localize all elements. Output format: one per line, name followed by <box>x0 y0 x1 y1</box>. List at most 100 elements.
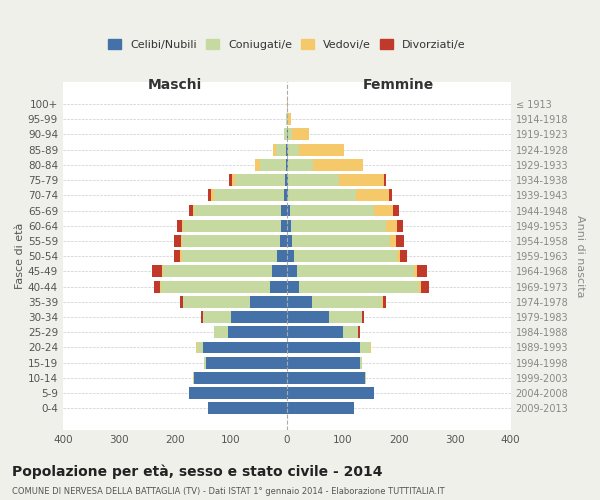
Bar <box>284 128 287 140</box>
Bar <box>182 250 277 262</box>
Bar <box>214 326 228 338</box>
Bar <box>289 190 356 201</box>
Bar <box>270 280 287 292</box>
Bar <box>152 266 162 278</box>
Bar <box>292 128 309 140</box>
Bar <box>203 342 287 353</box>
Bar <box>289 174 339 186</box>
Bar <box>162 266 163 278</box>
Bar <box>287 128 288 140</box>
Bar <box>194 204 281 216</box>
Bar <box>231 311 287 323</box>
Bar <box>208 190 211 201</box>
Bar <box>260 159 286 171</box>
Bar <box>196 342 197 353</box>
Bar <box>275 144 286 156</box>
Bar <box>286 144 287 156</box>
Bar <box>287 190 289 201</box>
Bar <box>277 250 287 262</box>
Bar <box>280 235 287 247</box>
Bar <box>181 235 182 247</box>
Bar <box>287 250 293 262</box>
Bar <box>281 220 287 232</box>
Bar <box>359 357 362 368</box>
Bar <box>163 266 272 278</box>
Bar <box>396 235 404 247</box>
Bar <box>176 220 182 232</box>
Bar <box>232 174 235 186</box>
Bar <box>356 190 389 201</box>
Bar <box>189 387 287 399</box>
Bar <box>287 387 374 399</box>
Bar <box>288 113 291 125</box>
Bar <box>286 159 287 171</box>
Bar <box>287 235 292 247</box>
Bar <box>181 296 183 308</box>
Bar <box>208 402 287 414</box>
Bar <box>287 144 288 156</box>
Bar <box>313 159 364 171</box>
Text: COMUNE DI NERVESA DELLA BATTAGLIA (TV) - Dati ISTAT 1° gennaio 2014 - Elaborazio: COMUNE DI NERVESA DELLA BATTAGLIA (TV) -… <box>12 487 445 496</box>
Bar <box>287 372 365 384</box>
Bar <box>287 402 354 414</box>
Bar <box>329 311 362 323</box>
Bar <box>197 342 203 353</box>
Bar <box>287 266 297 278</box>
Bar <box>299 280 419 292</box>
Bar <box>374 204 393 216</box>
Bar <box>417 266 427 278</box>
Bar <box>362 311 364 323</box>
Bar <box>299 144 344 156</box>
Bar <box>287 98 288 110</box>
Bar <box>281 204 287 216</box>
Bar <box>287 174 289 186</box>
Bar <box>291 220 386 232</box>
Bar <box>182 235 280 247</box>
Bar <box>393 204 399 216</box>
Bar <box>288 159 313 171</box>
Bar <box>312 296 382 308</box>
Y-axis label: Anni di nascita: Anni di nascita <box>575 215 585 298</box>
Bar <box>287 357 359 368</box>
Bar <box>284 190 287 201</box>
Bar <box>250 296 287 308</box>
Bar <box>161 280 270 292</box>
Legend: Celibi/Nubili, Coniugati/e, Vedovi/e, Divorziati/e: Celibi/Nubili, Coniugati/e, Vedovi/e, Di… <box>104 36 469 53</box>
Bar <box>288 128 292 140</box>
Bar <box>211 190 214 201</box>
Bar <box>183 296 250 308</box>
Bar <box>287 280 299 292</box>
Bar <box>255 159 260 171</box>
Bar <box>287 204 290 216</box>
Bar <box>397 250 400 262</box>
Bar <box>421 280 429 292</box>
Bar <box>288 144 299 156</box>
Bar <box>339 174 383 186</box>
Bar <box>206 357 287 368</box>
Bar <box>389 190 392 201</box>
Text: Popolazione per età, sesso e stato civile - 2014: Popolazione per età, sesso e stato civil… <box>12 464 383 479</box>
Bar <box>273 144 275 156</box>
Bar <box>358 326 359 338</box>
Bar <box>297 266 415 278</box>
Bar <box>287 311 329 323</box>
Bar <box>386 220 397 232</box>
Bar <box>189 204 193 216</box>
Bar <box>182 220 183 232</box>
Bar <box>382 296 383 308</box>
Bar <box>287 159 288 171</box>
Bar <box>292 235 391 247</box>
Bar <box>272 266 287 278</box>
Bar <box>183 220 281 232</box>
Text: Maschi: Maschi <box>148 78 202 92</box>
Bar <box>290 204 374 216</box>
Bar <box>287 113 288 125</box>
Bar <box>287 220 291 232</box>
Bar <box>343 326 358 338</box>
Bar <box>286 113 287 125</box>
Bar <box>383 174 386 186</box>
Bar <box>174 250 181 262</box>
Bar <box>370 342 371 353</box>
Bar <box>228 326 287 338</box>
Bar <box>181 250 182 262</box>
